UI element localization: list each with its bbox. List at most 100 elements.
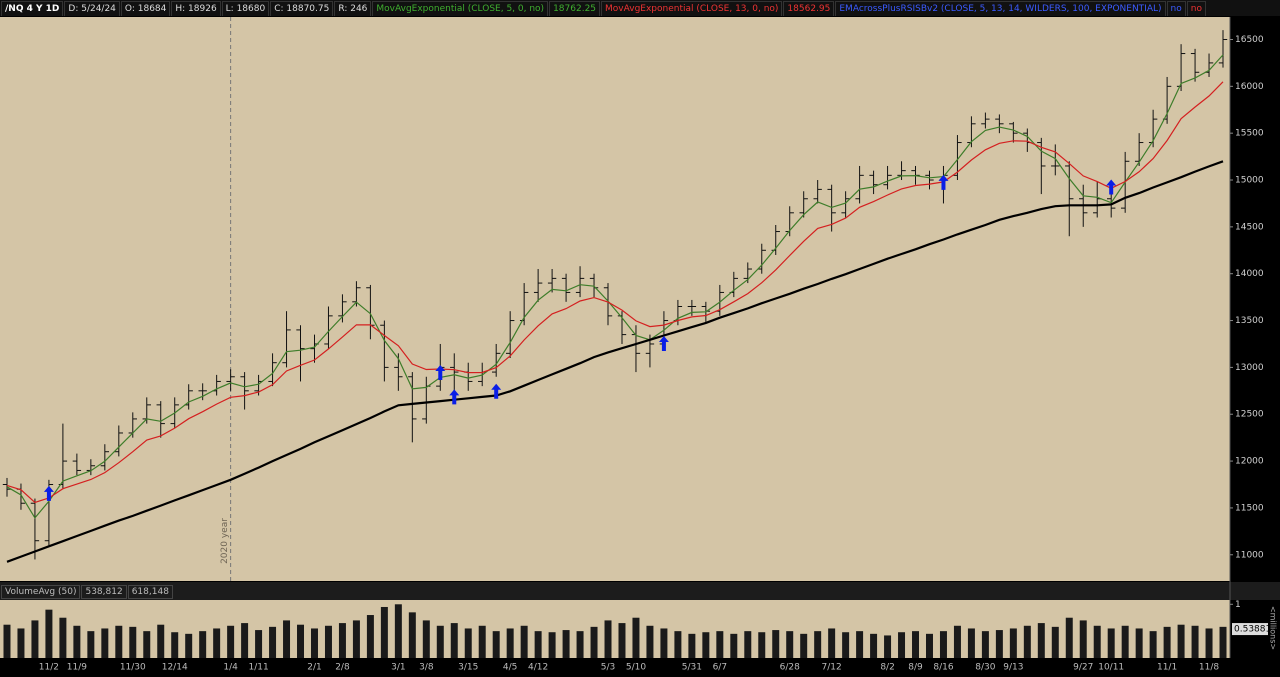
last-volume-box bbox=[1232, 623, 1268, 636]
volume-bar bbox=[436, 625, 444, 658]
y-tick-label: 16500 bbox=[1235, 35, 1264, 45]
volume-bar bbox=[744, 631, 752, 658]
volume-bar bbox=[925, 633, 933, 658]
volume-bar bbox=[506, 628, 514, 658]
y-tick-label: 16000 bbox=[1235, 82, 1264, 92]
buy-arrow bbox=[938, 174, 949, 190]
y-tick-label: 15500 bbox=[1235, 129, 1264, 139]
field: C: 18870.75 bbox=[270, 1, 334, 16]
volume-bar bbox=[185, 633, 193, 658]
volume-bar bbox=[842, 632, 850, 658]
x-tick-label: 1/4 bbox=[223, 663, 238, 673]
x-tick-label: 5/3 bbox=[601, 663, 615, 673]
x-tick-label: 11/8 bbox=[1199, 663, 1219, 673]
volume-bar bbox=[548, 632, 556, 658]
x-tick-label: 10/11 bbox=[1098, 663, 1124, 673]
volume-bar bbox=[674, 631, 682, 658]
volume-bar bbox=[1149, 631, 1157, 658]
volume-bar bbox=[562, 630, 570, 658]
volume-bar bbox=[450, 623, 458, 658]
volume-bar bbox=[338, 623, 346, 658]
volume-bar bbox=[912, 631, 920, 658]
volume-bar bbox=[171, 632, 179, 658]
ema-line bbox=[6, 54, 1224, 519]
volume-bar bbox=[213, 628, 221, 658]
volume-bar bbox=[534, 631, 542, 658]
volume-bar bbox=[576, 631, 584, 658]
volume-bar bbox=[143, 631, 151, 658]
volume-bar bbox=[939, 631, 947, 658]
volume-bar bbox=[646, 625, 654, 658]
volume-bar bbox=[1135, 628, 1143, 658]
x-tick-label: 3/1 bbox=[391, 663, 405, 673]
x-tick-label: 4/12 bbox=[528, 663, 548, 673]
study-name: MovAvgExponential (CLOSE, 5, 0, no) bbox=[372, 1, 549, 16]
header: /NQ 4 Y 1D D: 5/24/24 O: 18684 H: 18926 L: 1… bbox=[0, 0, 1280, 16]
volume-bar bbox=[1037, 623, 1045, 658]
study-flag: no bbox=[1186, 1, 1206, 16]
x-tick-label: 11/9 bbox=[67, 663, 87, 673]
volume-bar bbox=[702, 632, 710, 658]
x-tick-label: 6/28 bbox=[780, 663, 800, 673]
y-tick-label: 11500 bbox=[1235, 503, 1264, 513]
volume-bar bbox=[1219, 626, 1227, 658]
volume-bar bbox=[995, 630, 1003, 658]
volume-bar bbox=[73, 625, 81, 658]
y-tick-label: 14000 bbox=[1235, 269, 1264, 279]
volume-bar bbox=[870, 633, 878, 658]
volume-bar bbox=[1065, 617, 1073, 658]
study-value: 18562.95 bbox=[783, 1, 835, 16]
volume-bar bbox=[604, 620, 612, 658]
volume-bar bbox=[1191, 625, 1199, 658]
x-tick-label: 11/30 bbox=[120, 663, 146, 673]
volume-bar bbox=[1051, 626, 1059, 658]
x-tick-label: 4/5 bbox=[503, 663, 517, 673]
volume-bar bbox=[772, 630, 780, 658]
volume-bar bbox=[814, 631, 822, 658]
volume-bar bbox=[59, 617, 67, 658]
volume-bar bbox=[87, 631, 95, 658]
volume-bar bbox=[269, 626, 277, 658]
volume-header-strip bbox=[0, 582, 1280, 600]
volume-bar bbox=[1009, 628, 1017, 658]
y-tick-label: 12000 bbox=[1235, 457, 1264, 467]
volume-bar bbox=[1163, 626, 1171, 658]
x-tick-label: 12/14 bbox=[162, 663, 188, 673]
study-flag: no bbox=[1166, 1, 1186, 16]
last-volume-label: 0.53881 bbox=[1234, 625, 1271, 635]
study-value: 18762.25 bbox=[549, 1, 601, 16]
x-tick-label: 6/7 bbox=[713, 663, 727, 673]
volume-y-tick-label: 1 bbox=[1235, 600, 1241, 610]
volume-study: VolumeAvg (50) bbox=[1, 585, 81, 599]
volume-bar bbox=[898, 632, 906, 658]
volume-bar bbox=[366, 615, 374, 658]
volume-bar bbox=[758, 632, 766, 658]
volume-bar bbox=[255, 630, 263, 658]
volume-bar bbox=[227, 625, 235, 658]
buy-arrow bbox=[1106, 179, 1117, 195]
volume-readout: 538,812 bbox=[81, 585, 127, 599]
volume-bar bbox=[786, 631, 794, 658]
y-tick-label: 11000 bbox=[1235, 550, 1264, 560]
field: O: 18684 bbox=[120, 1, 171, 16]
volume-bar bbox=[1205, 628, 1213, 658]
y-tick-label: 15000 bbox=[1235, 176, 1264, 186]
field: H: 18926 bbox=[171, 1, 221, 16]
volume-bar bbox=[1177, 624, 1185, 658]
x-tick-label: 5/10 bbox=[626, 663, 646, 673]
volume-bar bbox=[115, 625, 123, 658]
x-tick-label: 3/15 bbox=[458, 663, 478, 673]
buy-arrow bbox=[658, 335, 669, 351]
volume-bar bbox=[310, 628, 318, 658]
x-tick-label: 11/1 bbox=[1157, 663, 1177, 673]
volume-bar bbox=[422, 620, 430, 658]
buy-arrow bbox=[491, 383, 502, 399]
volume-bar bbox=[1121, 625, 1129, 658]
volume-bar bbox=[884, 635, 892, 658]
volume-bar bbox=[1023, 625, 1031, 658]
x-tick-label: 5/31 bbox=[682, 663, 702, 673]
field: R: 246 bbox=[334, 1, 372, 16]
field: D: 5/24/24 bbox=[64, 1, 120, 16]
